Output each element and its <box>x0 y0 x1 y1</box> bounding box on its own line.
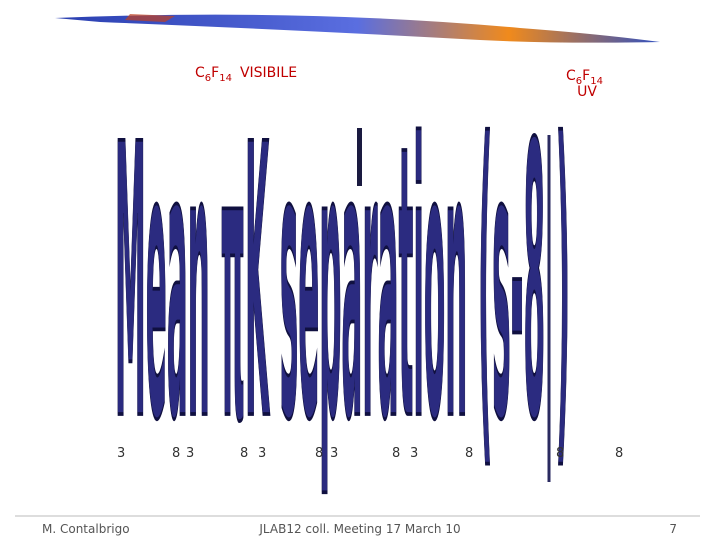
row-number: 3 <box>117 446 125 461</box>
row-number: 8 <box>556 446 564 461</box>
stretched-title-group: Mean πK separation (s-8 ) <box>114 66 570 505</box>
dark-bar <box>357 128 362 186</box>
footer-author: M. Contalbrigo <box>42 522 130 536</box>
row-number: 3 <box>330 446 338 461</box>
uv-label-name: UV <box>577 84 597 100</box>
row-number: 8 <box>172 446 180 461</box>
banner-accent <box>125 14 175 22</box>
uv-label: C6F14 <box>566 68 603 87</box>
row-number: 3 <box>410 446 418 461</box>
row-number: 8 <box>465 446 473 461</box>
stretched-title: Mean πK separation (s-8 ) <box>115 67 570 504</box>
row-number: 8 <box>240 446 248 461</box>
banner-swoosh <box>55 14 660 43</box>
visible-label: C6F14 VISIBILE <box>195 65 297 84</box>
row-number: 8 <box>392 446 400 461</box>
row-number: 3 <box>258 446 266 461</box>
row-number: 8 <box>615 446 623 461</box>
row-number: 3 <box>186 446 194 461</box>
footer-page: 7 <box>669 522 677 536</box>
footer-meeting: JLAB12 coll. Meeting 17 March 10 <box>258 522 460 536</box>
row-number: 8 <box>315 446 323 461</box>
